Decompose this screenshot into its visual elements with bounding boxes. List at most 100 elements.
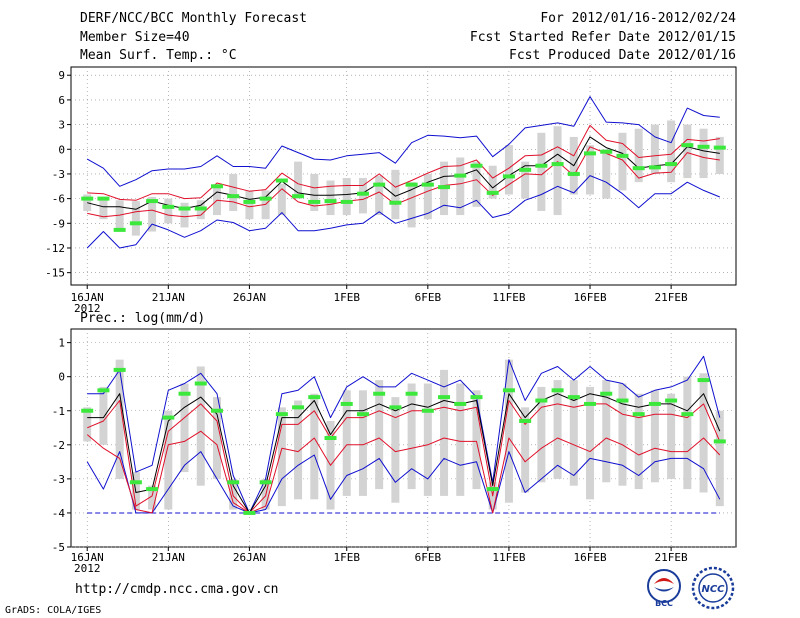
prec-y-tick-label: -5 <box>52 541 65 554</box>
prec-ensemble-box <box>294 400 303 500</box>
prec-lower-inner-line <box>86 430 721 514</box>
temp-ensemble-box <box>650 124 659 174</box>
temp-obs-marker <box>146 199 159 204</box>
prec-obs-marker <box>292 405 305 410</box>
temp-x-tick-label: 16FEB <box>573 291 606 304</box>
temp-ensemble-box <box>294 161 303 199</box>
temp-x-tick-label: 26JAN <box>233 291 266 304</box>
temp-ensemble-box <box>602 149 611 199</box>
forecast-produced-date: Fcst Produced Date 2012/01/16 <box>509 48 736 63</box>
temp-ensemble-box <box>245 190 254 220</box>
grads-credit: GrADS: COLA/IGES <box>5 605 102 616</box>
temp-lower-outer-line <box>86 175 720 249</box>
prec-ensemble-box <box>277 407 286 507</box>
temp-obs-marker <box>259 196 272 201</box>
prec-y-tick-label: 1 <box>58 337 65 350</box>
temp-obs-marker <box>632 166 645 171</box>
temp-y-tick-label: 0 <box>58 143 65 156</box>
temp-obs-marker <box>194 206 207 211</box>
temp-obs-marker <box>162 204 175 209</box>
prec-obs-marker <box>129 480 142 485</box>
prec-obs-marker <box>227 480 240 485</box>
prec-obs-marker <box>519 418 532 423</box>
temp-ensemble-box <box>423 173 432 220</box>
prec-obs-marker <box>308 395 321 400</box>
prec-obs-marker <box>535 398 548 403</box>
temp-plot-frame <box>70 66 737 286</box>
prec-ensemble-box <box>375 380 384 490</box>
prec-obs-marker <box>340 401 353 406</box>
temp-y-tick-label: 6 <box>58 94 65 107</box>
prec-y-tick-label: -3 <box>52 473 65 486</box>
prec-obs-marker <box>146 487 159 492</box>
prec-obs-marker <box>454 401 467 406</box>
variable-label: Mean Surf. Temp.: °C <box>80 48 237 63</box>
prec-obs-marker <box>648 401 661 406</box>
prec-obs-marker <box>405 391 418 396</box>
temp-obs-marker <box>97 196 110 201</box>
temp-ensemble-box <box>634 128 643 183</box>
temp-ensemble-box <box>504 145 513 195</box>
temp-obs-marker <box>373 182 386 187</box>
temp-lower-inner-line <box>87 146 720 218</box>
temp-obs-marker <box>227 194 240 199</box>
prec-ensemble-box <box>148 485 157 510</box>
prec-ensemble-box <box>586 386 595 500</box>
prec-ensemble-box <box>537 386 546 483</box>
prec-y-tick-label: -1 <box>52 405 65 418</box>
temp-obs-marker <box>81 196 94 201</box>
temp-upper-inner-line <box>87 124 720 201</box>
temp-obs-marker <box>551 162 564 167</box>
prec-ensemble-box <box>667 393 676 479</box>
prec-obs-marker <box>632 412 645 417</box>
temp-ensemble-box <box>537 132 546 211</box>
prec-obs-marker <box>616 398 629 403</box>
prec-obs-marker <box>713 439 726 444</box>
prec-x-year-label: 2012 <box>74 562 101 575</box>
temp-obs-marker <box>178 206 191 211</box>
prec-ensemble-box <box>164 410 173 510</box>
prec-ensemble-box <box>521 407 530 493</box>
prec-obs-marker <box>600 391 613 396</box>
prec-x-tick-label: 21FEB <box>655 551 688 564</box>
temp-ensemble-box <box>148 196 157 232</box>
temp-ensemble-box <box>180 202 189 228</box>
prec-ensemble-box <box>196 366 205 486</box>
prec-ensemble-box <box>115 359 124 479</box>
temp-x-tick-label: 11FEB <box>492 291 525 304</box>
prec-x-tick-label: 6FEB <box>415 551 442 564</box>
prec-obs-marker <box>356 412 369 417</box>
prec-obs-marker <box>470 395 483 400</box>
temp-ensemble-box <box>391 169 400 220</box>
temp-ensemble-box <box>683 124 692 179</box>
prec-ensemble-box <box>456 383 465 496</box>
temp-obs-marker <box>113 227 126 232</box>
prec-ensemble-box <box>553 380 562 479</box>
prec-ensemble-box <box>472 390 481 490</box>
temp-obs-marker <box>519 167 532 172</box>
temp-x-year-label: 2012 <box>74 302 101 315</box>
temp-obs-marker <box>600 149 613 154</box>
temp-obs-marker <box>421 182 434 187</box>
prec-ensemble-box <box>358 390 367 496</box>
prec-ensemble-box <box>715 410 724 507</box>
temp-ensemble-box <box>375 175 384 216</box>
prec-obs-marker <box>502 388 515 393</box>
temp-obs-marker <box>616 153 629 158</box>
prec-ensemble-box <box>650 390 659 483</box>
temp-obs-marker <box>356 191 369 196</box>
svg-text:BCC: BCC <box>655 599 673 608</box>
prec-ensemble-box <box>83 407 92 442</box>
prec-obs-marker <box>697 378 710 383</box>
prec-obs-marker <box>567 395 580 400</box>
temp-ensemble-box <box>358 178 367 214</box>
temp-ensemble-box <box>553 126 562 216</box>
prec-x-tick-label: 11FEB <box>492 551 525 564</box>
temp-obs-marker <box>535 163 548 168</box>
prec-ensemble-box <box>569 380 578 486</box>
temp-y-tick-label: -6 <box>52 193 65 206</box>
prec-obs-marker <box>438 395 451 400</box>
prec-obs-marker <box>259 480 272 485</box>
forecast-period: For 2012/01/16-2012/02/24 <box>540 11 736 26</box>
temp-x-tick-label: 16JAN <box>71 291 104 304</box>
